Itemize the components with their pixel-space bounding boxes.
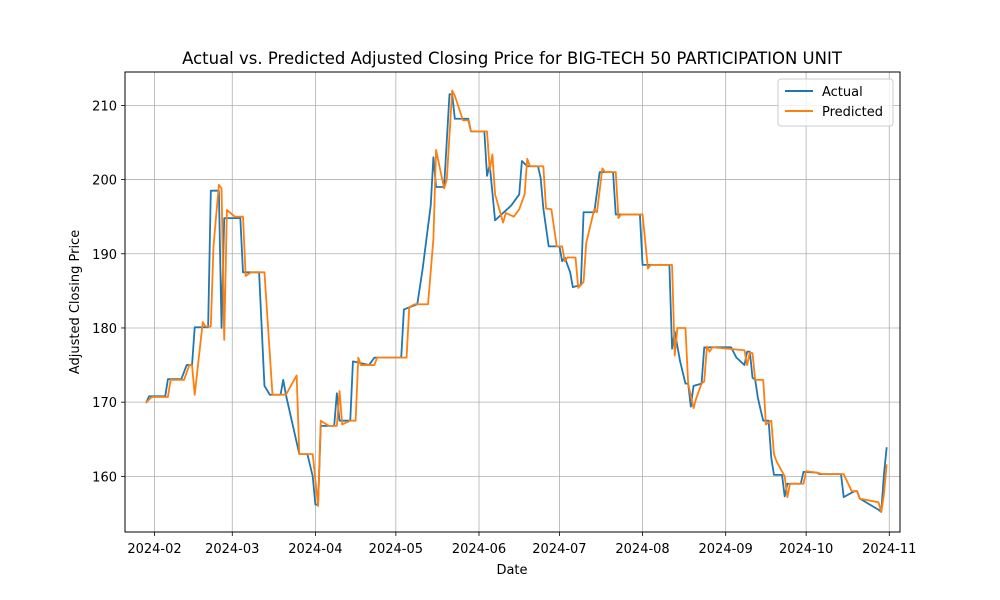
legend-label-actual: Actual (822, 85, 863, 100)
x-tick-label: 2024-03 (205, 542, 259, 557)
x-tick-label: 2024-09 (699, 542, 753, 557)
x-tick-label: 2024-04 (288, 542, 342, 557)
y-axis-label: Adjusted Closing Price (68, 230, 83, 374)
x-tick-label: 2024-11 (862, 542, 916, 557)
series-line-predicted (145, 89, 888, 513)
y-tick-label: 170 (92, 396, 117, 411)
y-tick-label: 190 (92, 248, 117, 263)
x-tick-label: 2024-06 (452, 542, 506, 557)
x-tick-label: 2024-08 (615, 542, 669, 557)
x-tick-label: 2024-07 (532, 542, 586, 557)
x-tick-label: 2024-10 (779, 542, 833, 557)
series-line-actual (145, 93, 888, 513)
y-tick-label: 200 (92, 174, 117, 189)
y-axis: 160 170 180 190 200 210 (92, 99, 125, 485)
chart-title: Actual vs. Predicted Adjusted Closing Pr… (182, 49, 843, 68)
plot-frame (124, 71, 901, 533)
x-tick-label: 2024-02 (127, 542, 181, 557)
legend-label-predicted: Predicted (822, 105, 883, 120)
series-layer (145, 89, 888, 513)
x-tick-label: 2024-05 (369, 542, 423, 557)
grid-lines (125, 72, 900, 532)
y-tick-label: 210 (92, 99, 117, 114)
x-axis-label: Date (496, 563, 527, 578)
x-axis: 2024-02 2024-03 2024-04 2024-05 2024-06 2024-… (127, 532, 916, 557)
y-tick-label: 160 (92, 470, 117, 485)
y-tick-label: 180 (92, 322, 117, 337)
legend: Actual Predicted (777, 78, 894, 127)
